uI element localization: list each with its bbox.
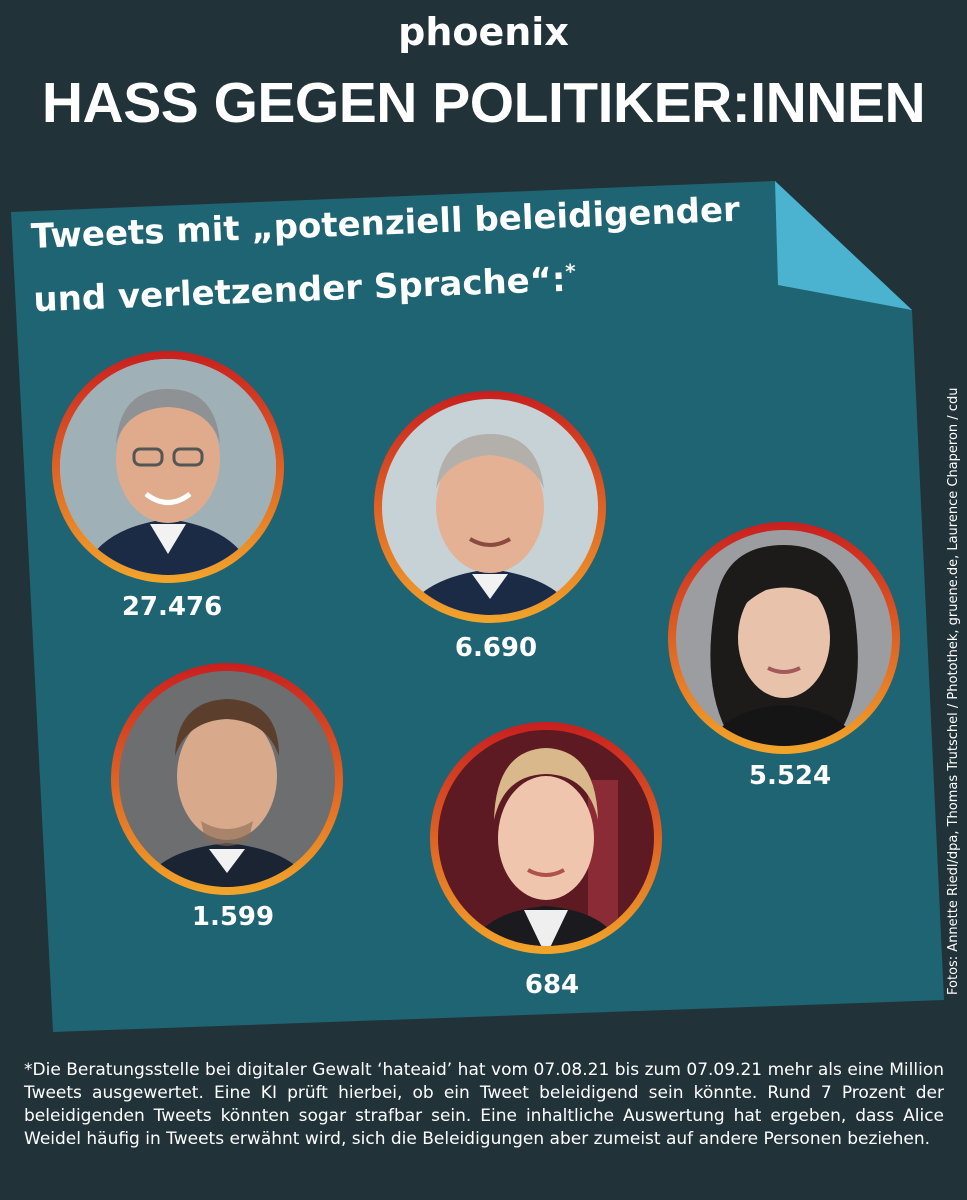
footnote: *Die Beratungsstelle bei digitaler Gewal… (24, 1060, 944, 1149)
portrait-2 (372, 389, 608, 625)
value-1: 27.476 (121, 592, 223, 622)
footnote-mark: * (564, 259, 577, 284)
photo-credit: Fotos: Annette Riedl/dpa, Thomas Trutsch… (946, 387, 961, 995)
headline: HASS GEGEN POLITIKER:INNEN (41, 71, 926, 135)
brand-logo: phoenix (398, 10, 569, 54)
value-2: 6.690 (454, 633, 538, 663)
value-4: 1.599 (191, 902, 275, 932)
portrait-4 (109, 661, 345, 897)
value-5: 684 (524, 970, 580, 1000)
portrait-3 (666, 520, 902, 756)
portrait-5 (428, 720, 664, 956)
page-fold (775, 181, 912, 310)
portrait-1 (50, 349, 286, 585)
value-3: 5.524 (748, 761, 832, 791)
